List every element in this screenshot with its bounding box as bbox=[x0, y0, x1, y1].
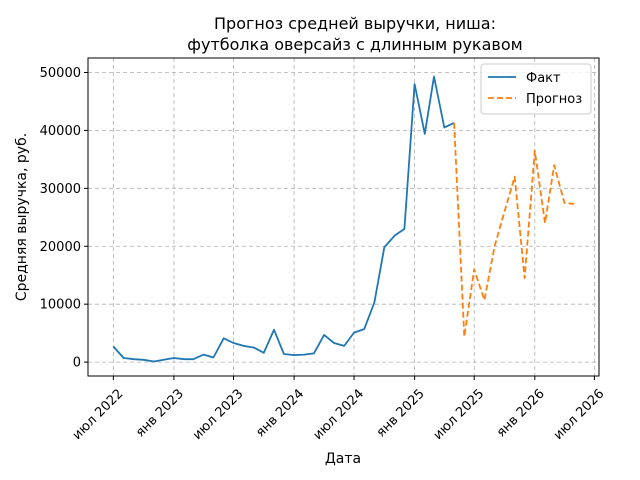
series-point-1 bbox=[483, 299, 485, 301]
y-tick-label: 40000 bbox=[40, 124, 81, 139]
series-point-0 bbox=[202, 353, 204, 355]
series-point-0 bbox=[112, 345, 114, 347]
series-point-0 bbox=[353, 331, 355, 333]
series-line-1 bbox=[453, 122, 575, 338]
series-point-1 bbox=[514, 176, 516, 178]
grid bbox=[88, 58, 599, 376]
y-tick-label: 0 bbox=[73, 356, 81, 371]
series-point-0 bbox=[253, 346, 255, 348]
series-point-0 bbox=[403, 228, 405, 230]
series-point-0 bbox=[393, 235, 395, 237]
series-point-0 bbox=[243, 345, 245, 347]
series-point-0 bbox=[343, 345, 345, 347]
series-point-0 bbox=[142, 359, 144, 361]
series-point-0 bbox=[333, 342, 335, 344]
y-axis-label: Средняя выручка, руб. bbox=[14, 133, 30, 301]
series-point-1 bbox=[534, 149, 536, 151]
series-point-0 bbox=[173, 357, 175, 359]
legend: Факт Прогноз bbox=[480, 63, 592, 115]
chart-title-line1: Прогноз средней выручки, ниша: bbox=[214, 14, 496, 33]
series-point-0 bbox=[212, 356, 214, 358]
series-point-1 bbox=[463, 335, 465, 337]
y-tick-label: 50000 bbox=[40, 66, 81, 81]
series-layer bbox=[112, 75, 575, 363]
series-point-1 bbox=[503, 210, 505, 212]
series-point-0 bbox=[424, 133, 426, 135]
series-point-0 bbox=[413, 83, 415, 85]
series-point-0 bbox=[133, 358, 135, 360]
chart-title-line2: футболка оверсайз с длинным рукавом bbox=[187, 35, 522, 54]
legend-label-forecast: Прогноз bbox=[526, 92, 582, 107]
series-point-0 bbox=[443, 126, 445, 128]
series-point-0 bbox=[183, 358, 185, 360]
series-point-1 bbox=[544, 222, 546, 224]
series-point-0 bbox=[273, 328, 275, 330]
series-point-1 bbox=[573, 203, 575, 205]
series-point-0 bbox=[313, 352, 315, 354]
series-point-0 bbox=[263, 352, 265, 354]
series-point-0 bbox=[363, 328, 365, 330]
y-tick-label: 30000 bbox=[40, 182, 81, 197]
series-point-0 bbox=[122, 357, 124, 359]
series-point-0 bbox=[433, 75, 435, 77]
series-point-1 bbox=[473, 268, 475, 270]
series-point-0 bbox=[192, 358, 194, 360]
series-point-0 bbox=[232, 342, 234, 344]
series-point-0 bbox=[293, 354, 295, 356]
series-point-0 bbox=[323, 334, 325, 336]
series-point-1 bbox=[493, 245, 495, 247]
y-tick-label: 10000 bbox=[40, 298, 81, 313]
series-point-1 bbox=[453, 122, 455, 124]
y-tick-label: 20000 bbox=[40, 240, 81, 255]
legend-label-fact: Факт bbox=[526, 71, 561, 86]
series-point-0 bbox=[153, 360, 155, 362]
series-point-0 bbox=[373, 301, 375, 303]
series-point-1 bbox=[553, 164, 555, 166]
series-point-0 bbox=[222, 337, 224, 339]
plot-frame bbox=[87, 57, 600, 377]
series-point-1 bbox=[563, 202, 565, 204]
series-point-1 bbox=[523, 277, 525, 279]
y-axis: 0 10000 20000 30000 40000 50000 bbox=[40, 66, 88, 371]
series-point-0 bbox=[163, 359, 165, 361]
series-point-0 bbox=[383, 246, 385, 248]
series-point-0 bbox=[283, 353, 285, 355]
series-line-0 bbox=[112, 75, 455, 363]
series-point-0 bbox=[303, 353, 305, 355]
x-axis-label: Дата bbox=[325, 451, 361, 467]
